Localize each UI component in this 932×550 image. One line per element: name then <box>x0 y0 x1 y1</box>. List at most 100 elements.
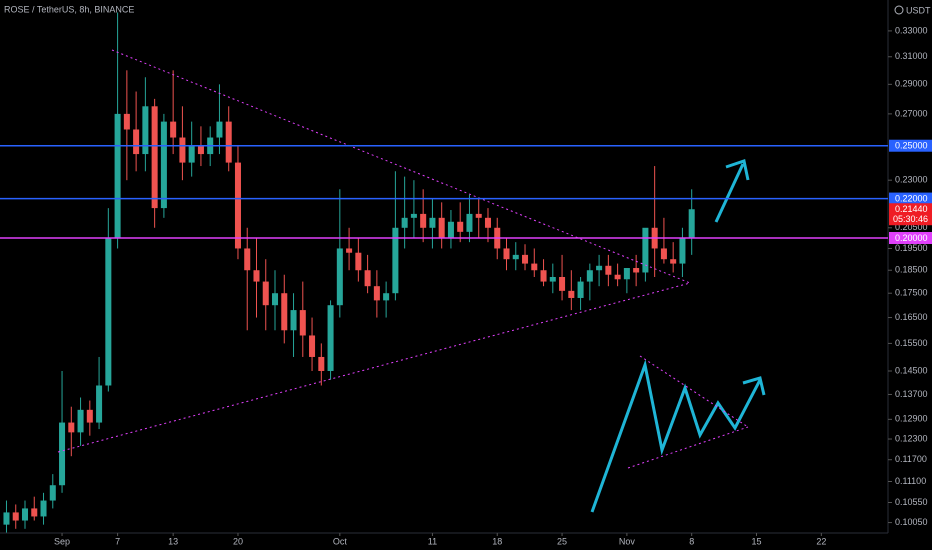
candle-body <box>577 281 584 298</box>
arrow-head <box>742 376 766 396</box>
candle-body <box>299 310 306 336</box>
price-label-box <box>889 192 932 205</box>
x-tick-label: 15 <box>752 536 762 546</box>
candle-body <box>355 252 362 271</box>
candle-body <box>262 281 269 306</box>
candle-body <box>549 276 556 282</box>
y-tick-label: 0.16500 <box>895 312 928 322</box>
x-tick-label: 8 <box>689 536 694 546</box>
candle-body <box>188 145 195 163</box>
candle-body <box>12 512 19 521</box>
candle-body <box>392 227 399 294</box>
candle-body <box>105 237 112 386</box>
candle-body <box>688 209 695 238</box>
candle-body <box>179 137 186 163</box>
candle-body <box>244 248 251 271</box>
candle-body <box>438 217 445 238</box>
y-tick-label: 0.10550 <box>895 497 928 507</box>
y-tick-label: 0.31000 <box>895 51 928 61</box>
last-price-label: 0.21440 <box>895 204 928 214</box>
candle-body <box>133 129 140 155</box>
countdown: 05:30:46 <box>893 214 928 224</box>
price-label: 0.20000 <box>895 233 928 243</box>
candle-body <box>540 270 547 282</box>
y-tick-label: 0.27000 <box>895 108 928 118</box>
trend-line <box>57 282 691 453</box>
candle-body <box>234 162 241 249</box>
candle-body <box>586 270 593 282</box>
candle-body <box>466 213 473 232</box>
currency: USDT <box>906 5 931 15</box>
candle-body <box>68 422 75 433</box>
candle-body <box>531 263 538 271</box>
y-tick-label: 0.29000 <box>895 79 928 89</box>
price-label-box <box>889 139 932 152</box>
candle-body <box>216 121 223 138</box>
y-tick-label: 0.20500 <box>895 222 928 232</box>
x-tick-label: 22 <box>816 536 826 546</box>
candle-body <box>401 217 408 228</box>
y-tick-label: 0.18500 <box>895 265 928 275</box>
candle-body <box>512 254 519 260</box>
candle-body <box>484 217 491 228</box>
y-tick-label: 0.11700 <box>895 454 927 464</box>
candle-body <box>49 485 56 501</box>
price-label-box <box>889 231 932 244</box>
candle-body <box>346 248 353 253</box>
candle-body <box>503 248 510 260</box>
candle-body <box>475 213 482 218</box>
trend-line <box>639 355 749 428</box>
y-tick-label: 0.13700 <box>895 389 928 399</box>
candle-body <box>151 106 158 209</box>
candle-body <box>660 248 667 260</box>
candle-body <box>272 293 279 306</box>
y-tick-label: 0.23000 <box>895 175 928 185</box>
candle-body <box>96 385 103 423</box>
y-tick-label: 0.14500 <box>895 365 928 375</box>
candle-body <box>40 500 47 517</box>
x-tick-label: 18 <box>492 536 502 546</box>
candle-body <box>614 274 621 280</box>
candle-body <box>31 508 38 517</box>
trend-line <box>627 426 749 469</box>
candle-body <box>568 290 575 298</box>
candle-body <box>327 305 334 371</box>
candle-body <box>160 121 167 209</box>
candle-body <box>633 268 640 273</box>
arrow-head <box>725 159 750 181</box>
candle-body <box>457 221 464 232</box>
y-tick-label: 0.15500 <box>895 338 928 348</box>
candle-body <box>309 335 316 357</box>
candle-body <box>522 254 529 264</box>
candle-body <box>679 237 686 264</box>
candle-body <box>290 310 297 331</box>
candle-body <box>123 113 130 130</box>
candle-body <box>336 248 343 306</box>
candle-body <box>3 512 10 525</box>
candle-body <box>21 508 29 521</box>
candle-body <box>225 121 232 163</box>
candle-body <box>373 286 380 301</box>
candle-body <box>605 265 612 275</box>
last-price-box <box>889 203 932 226</box>
candle-body <box>623 268 630 280</box>
candle-body <box>642 227 649 273</box>
candle-body <box>253 270 260 282</box>
candle-body <box>77 409 84 433</box>
price-label: 0.22000 <box>895 193 928 203</box>
trend-line <box>111 49 691 284</box>
pattern-sketch <box>590 359 762 513</box>
y-tick-label: 0.33000 <box>895 25 928 35</box>
candle-body <box>86 409 93 423</box>
x-tick-label: 11 <box>428 536 437 546</box>
candle-body <box>429 217 436 228</box>
candle-body <box>410 213 417 218</box>
candle-body <box>59 422 66 486</box>
x-tick-label: 7 <box>115 536 120 546</box>
candle-body <box>142 106 149 155</box>
y-tick-label: 0.12300 <box>895 433 928 443</box>
candle-body <box>670 259 677 264</box>
